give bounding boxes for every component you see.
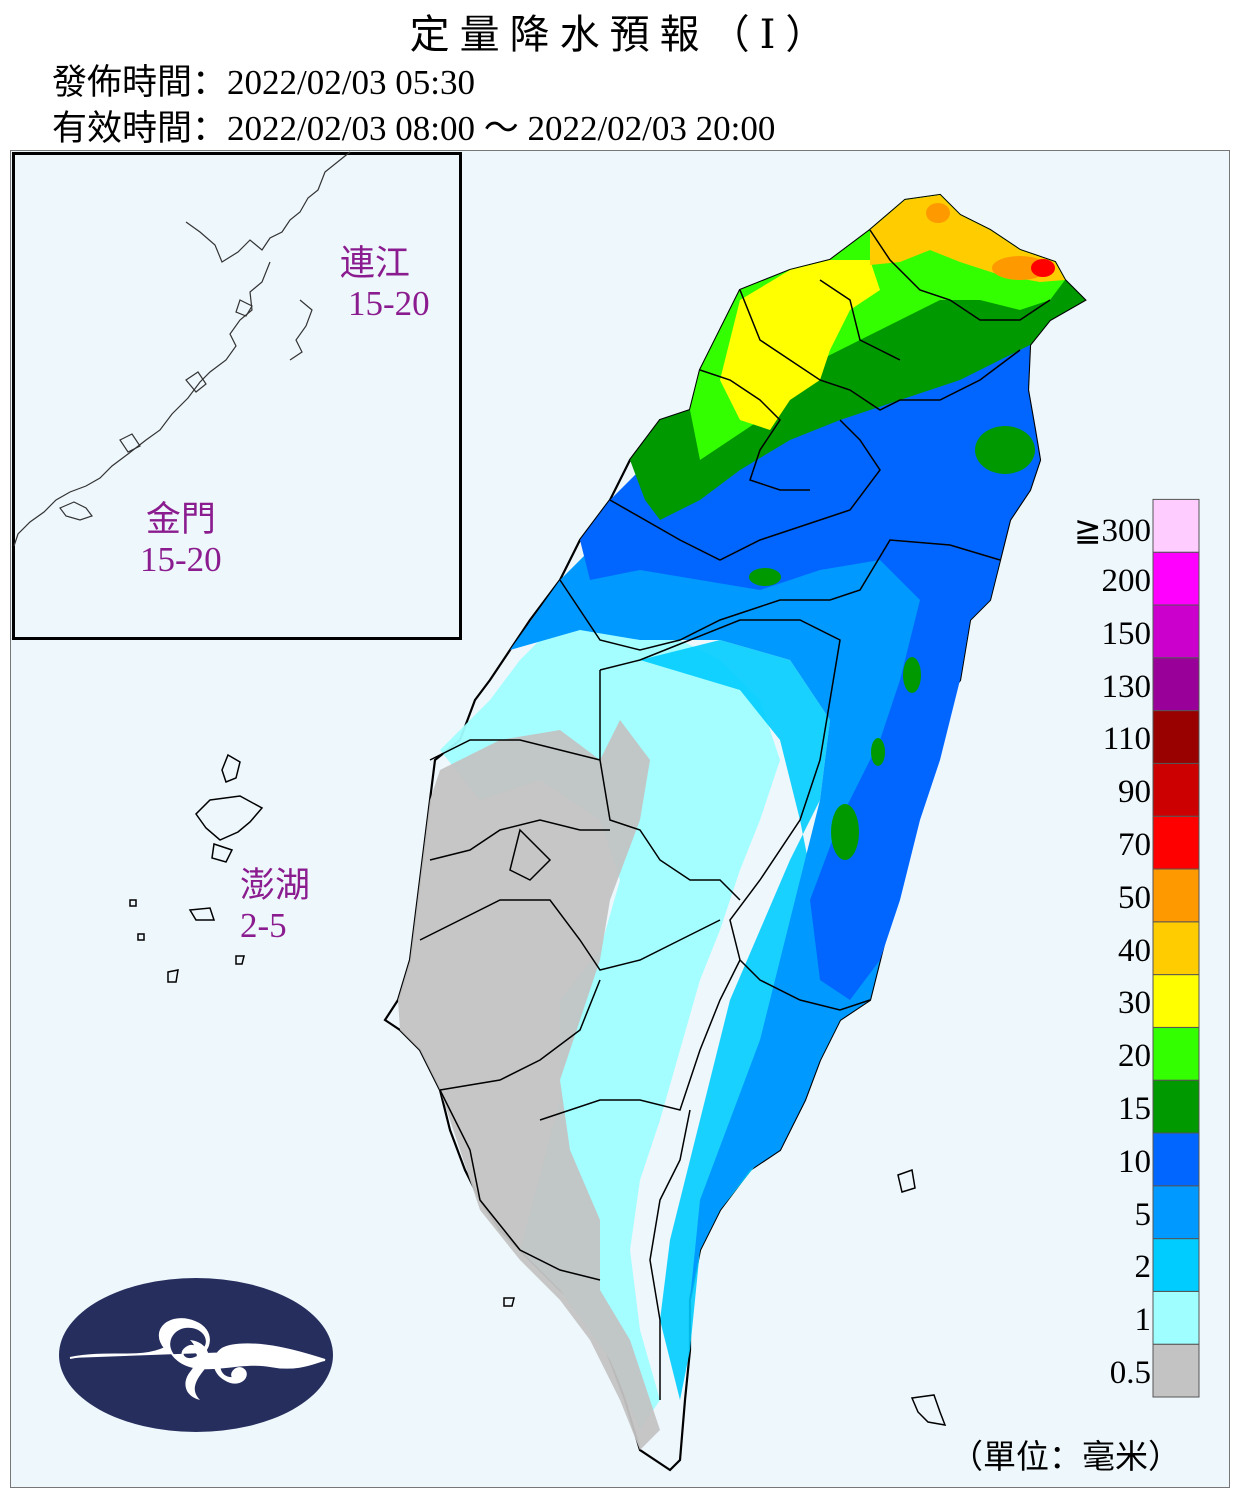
legend-color-bar [1152,498,1200,1398]
rain-spot-green-east [975,426,1035,474]
legend-level-label: 50 [1118,879,1151,916]
region-kinmen: 金門 15-20 [140,500,222,580]
taiwan-island [383,193,1087,1472]
cwb-cloud-logo-icon [59,1278,333,1432]
legend-level-label: 1 [1134,1302,1152,1339]
legend-swatch [1152,710,1200,764]
region-kinmen-range: 15-20 [140,540,222,579]
legend-swatch [1152,1185,1200,1240]
issue-time-label: 發佈時間： [52,63,228,102]
legend-level-label: 110 [1102,721,1151,758]
county-boundaries [419,229,1051,1400]
green-island [897,1168,916,1193]
rain-area-yellow [720,260,880,430]
legend-swatch [1152,974,1200,1028]
penghu-islands [129,753,264,983]
legend-swatch [1152,551,1200,606]
liuqiu-island [503,1297,515,1307]
legend-level-label: 90 [1118,774,1151,811]
legend-level-label: 130 [1101,668,1152,705]
inset-coastline [13,151,351,547]
legend-level-label: 20 [1118,1038,1151,1075]
inset-map [12,152,462,640]
legend-swatch [1152,815,1200,870]
region-lienchiang-range: 15-20 [348,284,430,323]
issue-time-value: 2022/02/03 05:30 [227,63,475,102]
issue-time-line: 發佈時間：2022/02/03 05:30 [52,54,475,105]
legend-swatch [1152,1026,1200,1081]
legend-level-label: 70 [1118,827,1151,863]
legend-swatch [1152,868,1200,923]
legend-swatch [1152,1132,1200,1187]
rain-area-blue [510,520,1000,1300]
legend-level-label: 30 [1118,985,1151,1022]
rain-area-cyan [440,620,780,1430]
legend-swatch [1152,498,1200,553]
legend-swatch [1152,762,1200,817]
region-penghu-name: 澎湖 [240,866,311,905]
rain-area-dark-blue [580,345,1040,1000]
legend-level-label: ≧300 [1073,513,1151,550]
valid-time-value: 2022/02/03 08:00 ～ 2022/02/03 20:00 [227,109,776,148]
legend-level-label: 10 [1118,1143,1151,1180]
orchid-island [910,1394,947,1426]
region-kinmen-name: 金門 [145,500,216,539]
legend-level-label: 0.5 [1109,1355,1151,1391]
legend-swatch [1152,604,1200,659]
legend-swatch [1152,1079,1200,1134]
rain-spot-green-a [831,804,859,860]
region-lienchiang-name: 連江 [339,244,410,283]
rain-area-light-blue [640,640,840,1400]
rain-area-grey [398,720,660,1450]
region-penghu-range: 2-5 [240,906,287,945]
legend-swatch [1152,1290,1200,1345]
valid-time-line: 有效時間：2022/02/03 08:00 ～ 2022/02/03 20:00 [52,100,775,151]
rain-spot-green-b [903,657,921,693]
legend-swatch [1152,657,1200,712]
valid-time-label: 有效時間： [52,109,228,148]
legend-unit: （單位：毫米） [950,1440,1181,1476]
rain-spot-green-c [871,738,885,766]
legend-level-label: 5 [1134,1196,1152,1233]
legend-swatch [1152,1343,1200,1398]
legend-level-label: 2 [1134,1249,1152,1286]
rain-spot-red [1031,259,1055,277]
region-penghu: 澎湖 2-5 [240,866,310,946]
map-title: 定量降水預報（Ⅰ） [409,12,836,57]
legend-level-label: 40 [1118,932,1151,969]
rain-spot-green-d [749,568,781,586]
legend-swatch [1152,921,1200,976]
rain-spot-orange [992,256,1048,280]
rain-spot-orange-north [926,203,950,223]
legend-swatch [1152,1238,1200,1292]
legend-level-label: 15 [1118,1091,1151,1127]
region-lienchiang: 連江 15-20 [320,244,430,324]
legend-level-label: 150 [1101,615,1152,652]
legend-level-label: 200 [1101,563,1152,599]
